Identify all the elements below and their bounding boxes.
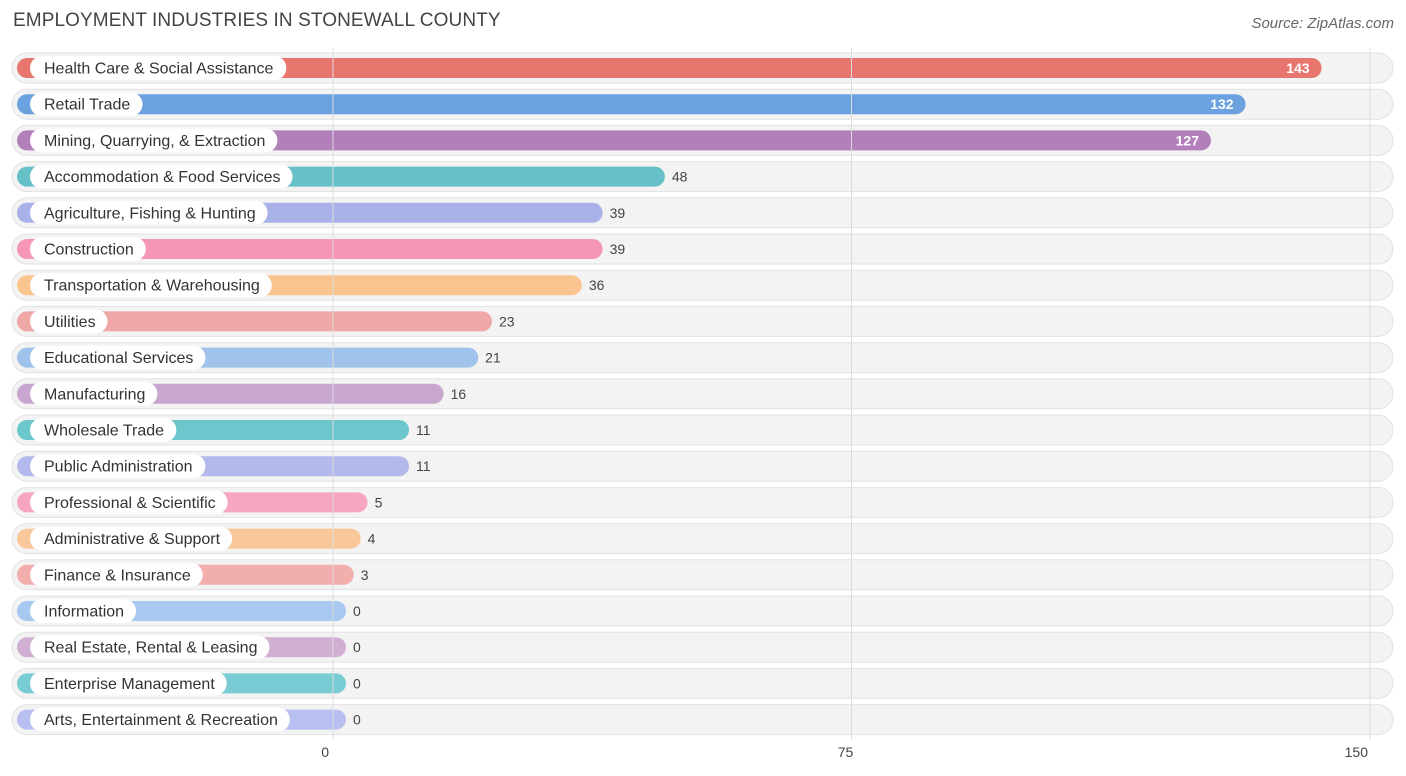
category-label: Construction	[44, 242, 134, 259]
category-label: Health Care & Social Assistance	[44, 61, 274, 78]
bar-label-pill	[30, 671, 227, 696]
row-track	[11, 559, 1394, 591]
value-label: 3	[361, 567, 369, 583]
bar-label-pill	[30, 164, 293, 189]
value-label: 0	[353, 675, 361, 691]
bar-label-pill	[30, 92, 143, 117]
category-label: Mining, Quarrying, & Extraction	[44, 133, 265, 150]
row-track	[11, 595, 1394, 627]
value-label: 39	[610, 205, 626, 221]
category-label: Information	[44, 604, 124, 621]
value-label: 127	[1176, 132, 1200, 148]
category-label: Accommodation & Food Services	[44, 169, 281, 186]
value-label: 5	[375, 494, 383, 510]
category-label: Professional & Scientific	[44, 495, 216, 512]
value-label: 11	[416, 422, 431, 438]
x-tick-label: 150	[1345, 744, 1369, 760]
category-label: Wholesale Trade	[44, 423, 164, 440]
bar-label-pill	[30, 381, 158, 406]
grid-lines	[332, 48, 1371, 740]
value-label: 4	[368, 531, 376, 547]
bar-label-pill	[30, 345, 206, 370]
bar-label-pill	[30, 454, 206, 479]
category-label: Agriculture, Fishing & Hunting	[44, 205, 256, 222]
bar-label-pill	[30, 599, 137, 623]
bar[interactable]	[17, 94, 1246, 115]
value-label: 21	[485, 350, 501, 366]
value-label: 0	[353, 603, 361, 619]
category-label: Public Administration	[44, 459, 193, 476]
category-label: Real Estate, Rental & Leasing	[44, 640, 257, 657]
category-label: Finance & Insurance	[44, 567, 191, 584]
bar-label-pill	[30, 128, 278, 153]
category-label: Transportation & Warehousing	[44, 278, 260, 295]
category-label: Manufacturing	[44, 386, 145, 403]
value-label: 0	[353, 639, 361, 655]
bar-label-pill	[30, 418, 177, 442]
bar-label-pill	[30, 237, 146, 261]
source-credit: Source: ZipAtlas.com	[1251, 15, 1394, 32]
row-track	[11, 704, 1394, 736]
bar-label-pill	[30, 309, 108, 334]
chart-title: EMPLOYMENT INDUSTRIES IN STONEWALL COUNT…	[13, 10, 501, 31]
x-axis: 0 75 150	[321, 744, 1368, 760]
value-label: 0	[353, 712, 361, 728]
value-label: 48	[672, 169, 688, 185]
bar-label-pill	[30, 526, 233, 551]
category-label: Educational Services	[44, 350, 193, 367]
category-label: Arts, Entertainment & Recreation	[44, 712, 278, 729]
row-track	[11, 631, 1394, 663]
category-label: Utilities	[44, 314, 96, 331]
bar-label-pill	[30, 490, 228, 515]
bar[interactable]	[17, 130, 1211, 151]
bar-label-pill	[30, 200, 268, 225]
bar-label-pill	[30, 707, 290, 732]
value-label: 132	[1210, 96, 1234, 112]
value-label: 36	[589, 277, 605, 293]
bar-label-pill	[30, 273, 272, 298]
value-label: 23	[499, 313, 515, 329]
value-label: 39	[610, 241, 626, 257]
bar-rows: Health Care & Social Assistance 143 Retail…	[11, 52, 1394, 736]
value-label: 16	[451, 386, 467, 402]
bar[interactable]	[17, 239, 603, 259]
bar-label-pill	[30, 56, 287, 80]
bar[interactable]	[17, 311, 493, 332]
x-tick-label: 0	[321, 744, 329, 760]
category-label: Administrative & Support	[44, 531, 221, 548]
bar[interactable]	[17, 58, 1322, 78]
x-tick-label: 75	[838, 744, 854, 760]
value-label: 11	[416, 458, 431, 474]
row-track	[11, 667, 1394, 699]
category-label: Enterprise Management	[44, 676, 215, 693]
category-label: Retail Trade	[44, 97, 130, 114]
bar-label-pill	[30, 635, 270, 660]
bar-label-pill	[30, 562, 203, 587]
value-label: 143	[1286, 60, 1310, 76]
